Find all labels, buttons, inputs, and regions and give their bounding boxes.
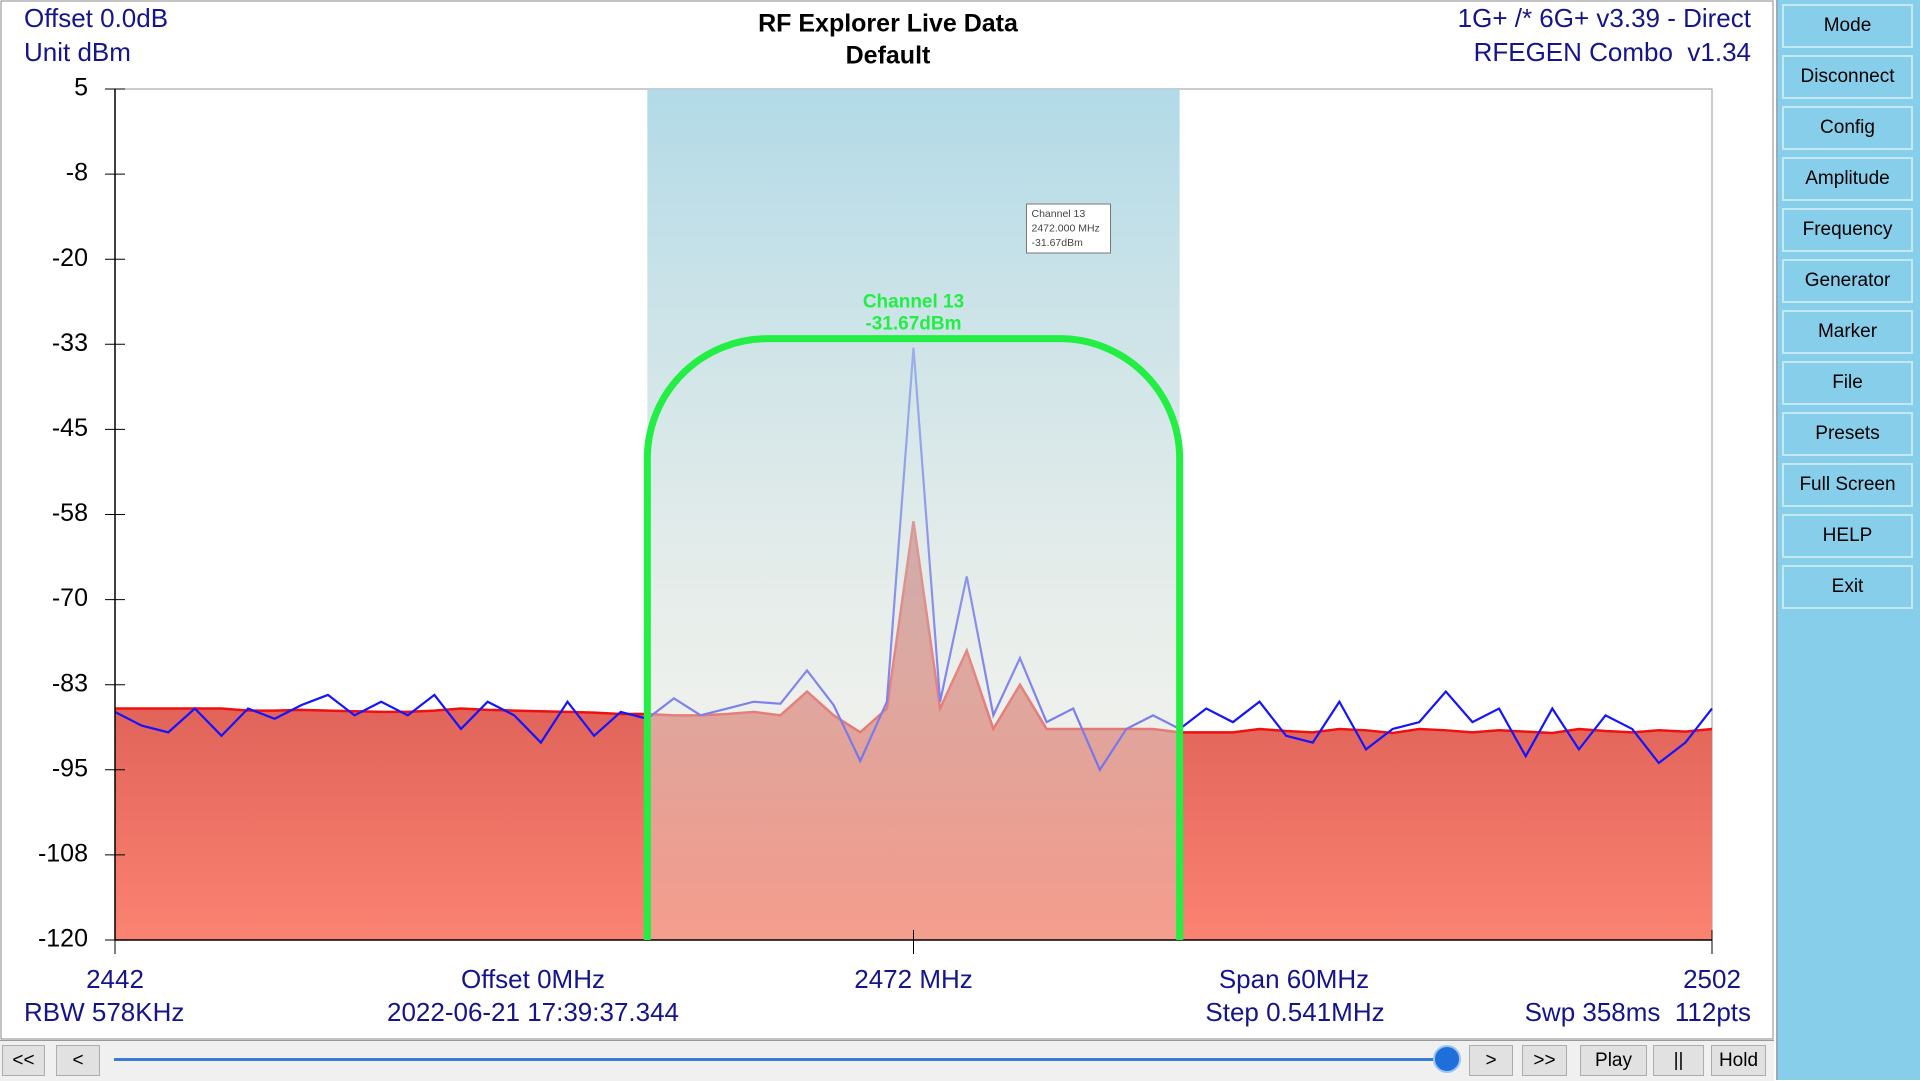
control-button[interactable]: >> [1522, 1045, 1567, 1076]
control-button[interactable]: || [1653, 1045, 1704, 1076]
offset-label: Offset 0.0dB [24, 3, 168, 33]
menu-button[interactable]: Marker [1782, 310, 1913, 354]
y-tick-label: -8 [66, 159, 88, 187]
y-tick-label: -95 [52, 754, 88, 782]
y-tick-label: -108 [38, 840, 88, 868]
menu-button[interactable]: File [1782, 361, 1913, 405]
channel-marker [643, 335, 1184, 940]
menu-button[interactable]: Frequency [1782, 208, 1913, 252]
chart-title: RF Explorer Live Data [758, 10, 1019, 38]
chart-subtitle: Default [846, 42, 931, 70]
slider-track[interactable] [114, 1058, 1447, 1061]
step: Step 0.541MHz [1205, 997, 1384, 1027]
control-button[interactable]: Play [1580, 1045, 1647, 1076]
menu-button[interactable]: Presets [1782, 412, 1913, 456]
y-tick-label: -20 [52, 244, 88, 272]
y-tick-label: -45 [52, 414, 88, 442]
menu-button[interactable]: Disconnect [1782, 55, 1913, 99]
control-button[interactable]: Hold [1711, 1045, 1766, 1076]
rbw: RBW 578KHz [24, 997, 184, 1027]
span: Span 60MHz [1219, 964, 1369, 994]
channel-value: -31.67dBm [865, 314, 961, 335]
control-button[interactable]: > [1469, 1045, 1513, 1076]
menu-button[interactable]: Config [1782, 106, 1913, 150]
generator-label: RFEGEN Combo v1.34 [1474, 37, 1751, 67]
x-tick-label: 2502 [1683, 964, 1741, 994]
menu-button[interactable]: Generator [1782, 259, 1913, 303]
channel-name: Channel 13 [863, 292, 964, 313]
freq-offset: Offset 0MHz [461, 964, 605, 994]
control-button[interactable]: < [56, 1045, 100, 1076]
timestamp: 2022-06-21 17:39:37.344 [387, 997, 679, 1027]
x-tick-label: 2472 MHz [854, 964, 973, 994]
menu-button[interactable]: Amplitude [1782, 157, 1913, 201]
menu-button[interactable]: Mode [1782, 4, 1913, 48]
sweep: Swp 358ms 112pts [1525, 997, 1751, 1027]
y-tick-label: -58 [52, 499, 88, 527]
y-tick-label: -120 [38, 925, 88, 953]
device-label: 1G+ /* 6G+ v3.39 - Direct [1458, 3, 1752, 33]
tooltip-line: -31.67dBm [1032, 237, 1084, 249]
y-tick-label: 5 [74, 74, 88, 102]
x-tick-label: 2442 [86, 964, 144, 994]
menu-button[interactable]: Exit [1782, 565, 1913, 609]
unit-label: Unit dBm [24, 37, 131, 67]
y-tick-label: -70 [52, 584, 88, 612]
slider-thumb[interactable] [1433, 1045, 1461, 1073]
menu-button[interactable]: Full Screen [1782, 463, 1913, 507]
menu-button[interactable]: HELP [1782, 514, 1913, 558]
tooltip-line: 2472.000 MHz [1032, 222, 1100, 234]
control-button[interactable]: << [2, 1045, 45, 1076]
tooltip-box [1026, 203, 1111, 254]
y-tick-label: -83 [52, 669, 88, 697]
chart: Offset 0.0dB Unit dBm 1G+ /* 6G+ v3.39 -… [0, 0, 1774, 1040]
tooltip-line: Channel 13 [1032, 208, 1086, 220]
y-tick-label: -33 [52, 329, 88, 357]
